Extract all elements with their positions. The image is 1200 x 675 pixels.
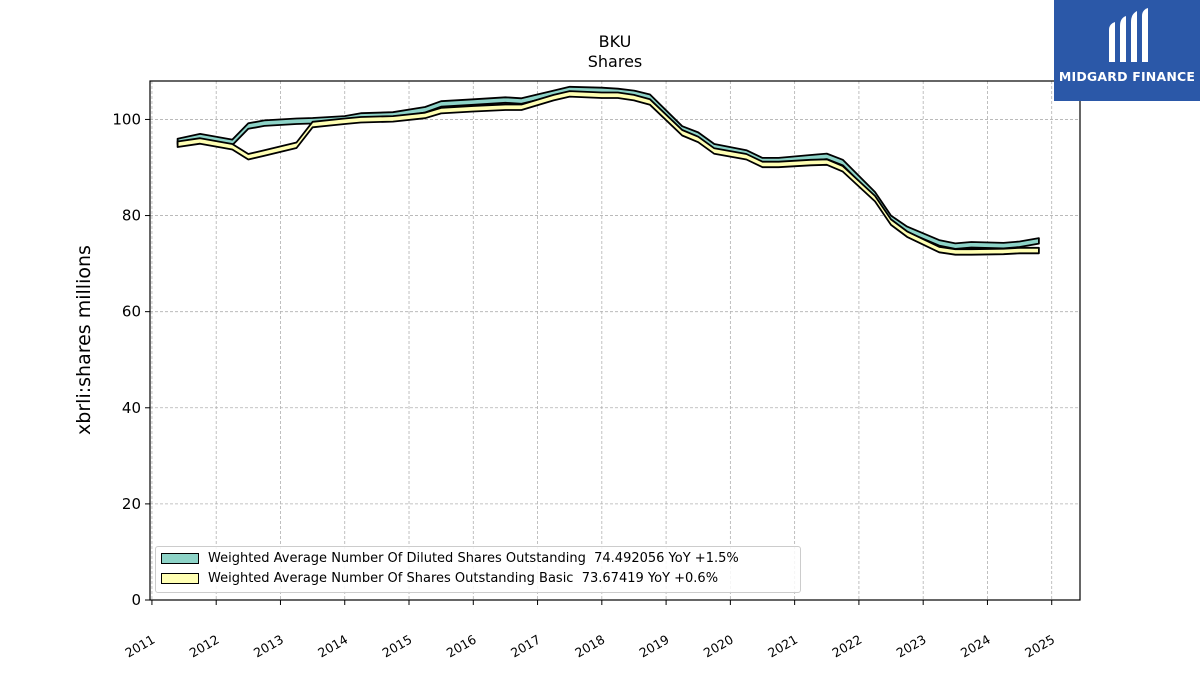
series-areas: [176, 85, 1040, 256]
x-tick-label: 2018: [572, 632, 607, 661]
x-tick-label: 2011: [122, 632, 157, 661]
x-tick-label: 2025: [1022, 632, 1057, 661]
x-tick-label: 2021: [765, 632, 800, 661]
legend-swatch-basic: [161, 573, 199, 584]
y-axis-label: xbrli:shares millions: [73, 245, 95, 435]
series-band-basic: [176, 90, 1040, 256]
legend: Weighted Average Number Of Diluted Share…: [155, 546, 801, 593]
x-tick-label: 2019: [637, 632, 672, 661]
legend-series-value: 74.492056 YoY +1.5%: [594, 551, 739, 566]
legend-label-basic: Weighted Average Number Of Shares Outsta…: [208, 571, 718, 586]
legend-series-value: 73.67419 YoY +0.6%: [581, 571, 719, 586]
x-tick-label: 2017: [508, 632, 543, 661]
x-tick-label: 2014: [315, 632, 350, 661]
legend-swatch-diluted: [161, 553, 199, 564]
y-tick-label: 100: [112, 110, 141, 128]
brand-mark-icon: [1109, 8, 1148, 62]
x-tick-label: 2020: [701, 632, 736, 661]
chart-subtitle: Shares: [587, 52, 643, 71]
y-tick-label: 60: [122, 303, 141, 321]
brand-logo: MIDGARD FINANCE: [1054, 0, 1200, 101]
x-tick-label: 2016: [444, 632, 479, 661]
x-tick-label: 2024: [958, 632, 993, 661]
y-tick-label: 0: [131, 591, 141, 609]
x-tick-label: 2023: [894, 632, 929, 661]
x-tick-label: 2013: [251, 632, 286, 661]
y-tick-label: 80: [122, 207, 141, 225]
plot-frame: [149, 80, 1081, 601]
brand-name: MIDGARD FINANCE: [1058, 69, 1196, 84]
x-tick-label: 2022: [829, 632, 864, 661]
legend-label-diluted: Weighted Average Number Of Diluted Share…: [208, 551, 739, 566]
x-tick-label: 2015: [379, 632, 414, 661]
y-tick-label: 40: [122, 399, 141, 417]
x-tick-label: 2012: [187, 632, 222, 661]
y-tick-label: 20: [122, 495, 141, 513]
legend-series-name: Weighted Average Number Of Diluted Share…: [208, 551, 586, 566]
grid-lines: [150, 81, 1080, 601]
chart-title: BKU: [598, 32, 632, 51]
series-band-diluted: [176, 85, 1040, 250]
legend-series-name: Weighted Average Number Of Shares Outsta…: [208, 571, 574, 586]
